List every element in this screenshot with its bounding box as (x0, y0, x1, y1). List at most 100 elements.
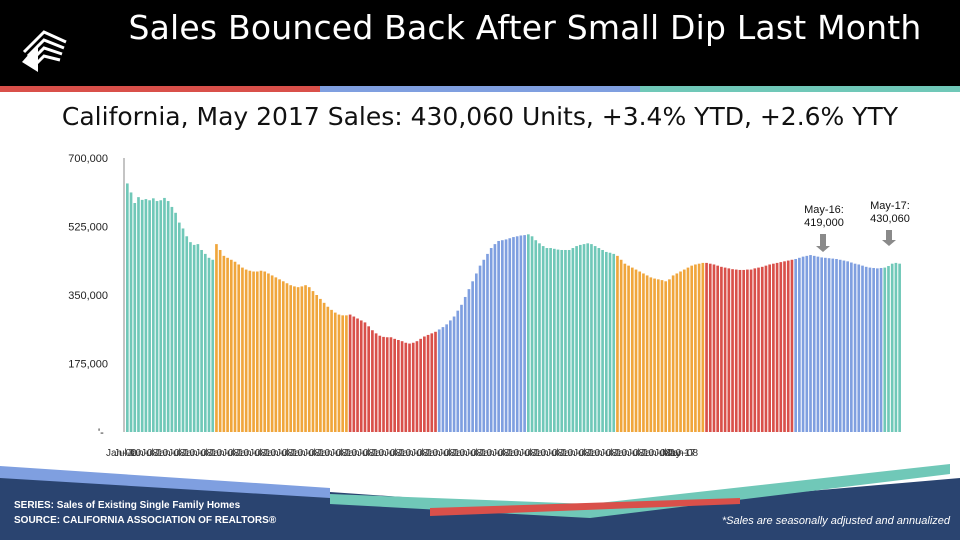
bar (612, 253, 616, 432)
bar (850, 262, 853, 432)
bar (664, 281, 668, 432)
x-tick-label: Jan-08 (641, 448, 672, 459)
bar (768, 264, 771, 432)
x-tick-label: Jul-10 (384, 448, 412, 459)
bar (716, 265, 720, 432)
bar (527, 234, 530, 432)
bar (649, 277, 653, 432)
x-tick-label: Jan-08 (128, 448, 159, 459)
bar (196, 244, 200, 432)
bar (697, 263, 701, 432)
bar (712, 264, 716, 432)
bar (701, 262, 705, 432)
y-tick-label: 525,000 (68, 222, 108, 234)
bar (363, 322, 367, 432)
bar (296, 287, 300, 432)
bar (775, 262, 779, 432)
bar (159, 200, 163, 432)
bar (326, 306, 330, 432)
bar (192, 244, 196, 432)
x-tick-label: Jul-10 (600, 448, 628, 459)
bar (582, 244, 586, 432)
bar (738, 269, 742, 432)
bar (211, 259, 215, 432)
x-tick-label: Jan-08 (371, 448, 402, 459)
bar (148, 200, 151, 432)
bar (378, 335, 382, 432)
bar (341, 315, 345, 432)
bar (263, 271, 267, 432)
bar (352, 316, 356, 432)
bar (489, 248, 493, 432)
bar (549, 248, 552, 432)
down-arrow-icon (882, 230, 896, 246)
x-tick-label: Jul-10 (276, 448, 304, 459)
bar (397, 340, 400, 432)
x-tick-label: Jan-08 (506, 448, 537, 459)
bar (790, 259, 794, 432)
bar (675, 273, 679, 432)
x-tick-label: Jul-10 (357, 448, 385, 459)
bar (857, 264, 861, 432)
stripe-blue (320, 86, 640, 92)
bar (723, 267, 727, 432)
footer-decoration (0, 464, 960, 540)
annotation-arrows (816, 230, 896, 252)
stripe-teal (640, 86, 960, 92)
bar (430, 333, 434, 432)
bar (638, 271, 642, 432)
bar (241, 267, 244, 432)
x-tick-label: Jan-08 (182, 448, 213, 459)
bar (486, 253, 489, 432)
x-tick-label: Jul-10 (141, 448, 169, 459)
bar (868, 267, 872, 432)
bar (757, 267, 760, 432)
bar (805, 255, 809, 432)
bar (207, 257, 211, 432)
bar (541, 246, 545, 432)
bar (382, 336, 385, 432)
bar (879, 267, 883, 432)
bar (278, 279, 281, 432)
bar (876, 268, 879, 432)
bar (337, 314, 341, 432)
x-tick-label: Jul-10 (654, 448, 682, 459)
x-tick-label: Jan-08 (587, 448, 618, 459)
bar (237, 264, 241, 432)
x-tick-label: Jan-08 (533, 448, 564, 459)
bar (441, 327, 445, 432)
bar (144, 199, 148, 432)
bar (274, 277, 278, 432)
bar (864, 266, 868, 432)
bar (679, 271, 682, 432)
bar (215, 244, 218, 432)
page-title: Sales Bounced Back After Small Dip Last … (128, 8, 922, 47)
bar (267, 273, 270, 432)
bar (322, 302, 326, 432)
bar (170, 206, 174, 432)
bar (627, 265, 630, 432)
bar (177, 222, 181, 432)
bar (894, 262, 898, 432)
bar (166, 201, 170, 432)
bar (690, 265, 694, 432)
x-tick-label-end: May-17 (662, 448, 696, 459)
x-tick-label: Jul-10 (411, 448, 439, 459)
bar (660, 280, 664, 432)
bar (229, 259, 233, 432)
stripe-red (0, 86, 320, 92)
bar (519, 235, 523, 432)
bar (319, 298, 322, 432)
x-tick-label: Jan-08 (398, 448, 429, 459)
bar (189, 242, 192, 432)
header-bar: Sales Bounced Back After Small Dip Last … (0, 0, 960, 86)
bar (304, 285, 307, 432)
x-tick-label: Jul-10 (330, 448, 358, 459)
bar (367, 326, 371, 432)
bar (248, 270, 252, 432)
bar (604, 251, 608, 432)
x-tick-label: Jul-10 (195, 448, 223, 459)
annotation-may17-line2: 430,060 (870, 213, 910, 225)
annotation-may16: May-16: 419,000 (794, 204, 854, 230)
chart-subtitle: California, May 2017 Sales: 430,060 Unit… (61, 102, 899, 131)
